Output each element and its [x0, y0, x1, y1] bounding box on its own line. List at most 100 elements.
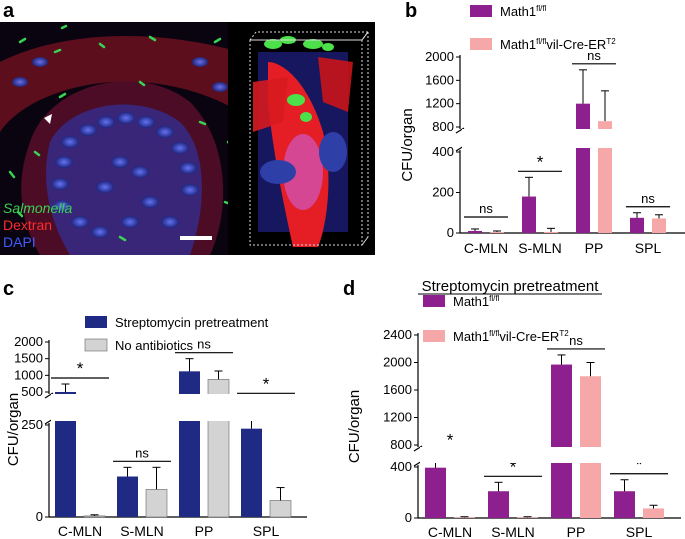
- significance-label: *: [447, 430, 454, 449]
- panel-letter-d: d: [343, 278, 356, 300]
- microscopy-render-right: [228, 22, 375, 255]
- microscopy-render-left: [0, 22, 240, 255]
- bar: [83, 515, 106, 518]
- legend-label: Math1fl/flvil-Cre-ERT2: [453, 329, 569, 344]
- bar: [117, 476, 138, 517]
- axis-break-mark-upper: [455, 127, 465, 134]
- y-tick-label: 800: [432, 119, 454, 134]
- y-tick-label: 1600: [383, 382, 412, 397]
- panel-letter-b: b: [405, 0, 418, 22]
- bar: [145, 489, 168, 518]
- axis-break-gap: [462, 129, 685, 148]
- legend-swatch: [423, 295, 445, 307]
- legend-label: Streptomycin pretreatment: [115, 315, 269, 330]
- bar: [598, 121, 612, 233]
- bar: [551, 364, 572, 518]
- legend-swatch: [84, 338, 108, 352]
- y-tick-label: 1600: [425, 72, 454, 87]
- legend-label: Math1fl/fl: [500, 4, 547, 19]
- panel-letter-a: a: [3, 0, 15, 22]
- x-tick-label: PP: [585, 240, 604, 256]
- significance-label: ns: [587, 48, 601, 63]
- legend-swatch: [470, 5, 492, 17]
- y-tick-label: 2000: [425, 49, 454, 64]
- y-tick-label: 0: [405, 510, 412, 525]
- bar: [652, 218, 666, 233]
- y-tick-label: 1000: [14, 367, 43, 382]
- y-tick-label: 2000: [383, 355, 412, 370]
- legend-swatch: [423, 330, 445, 342]
- y-tick-label: 250: [21, 417, 43, 432]
- significance-label: ns: [135, 445, 149, 460]
- y-tick-label: 0: [36, 509, 43, 524]
- legend-salmonella: Salmonella: [3, 200, 73, 216]
- y-tick-label: 400: [390, 459, 412, 474]
- bar: [544, 231, 558, 233]
- y-tick-label: 2000: [14, 334, 43, 349]
- microscopy-image-left: Salmonella Dextran DAPI: [0, 22, 240, 255]
- bar: [488, 491, 509, 518]
- chart-d: 0 400 800 1200 1600 2000 2400 CFU/organ C-MLN * S-…: [346, 280, 683, 539]
- y-tick-label: 1200: [425, 96, 454, 111]
- x-tick-label: S-MLN: [120, 523, 164, 539]
- bar: [55, 392, 76, 517]
- x-tick-label: PP: [195, 523, 214, 539]
- legend-label: Math1fl/flvil-Cre-ERT2: [500, 37, 616, 52]
- y-tick-label: 500: [21, 384, 43, 399]
- bar: [241, 428, 262, 517]
- significance-label: ns: [479, 201, 493, 216]
- x-tick-label: SPL: [635, 240, 662, 256]
- microscopy-image-right: [228, 22, 375, 255]
- panel-letter-c: c: [3, 278, 15, 300]
- bar: [630, 217, 644, 233]
- x-tick-label: SPL: [626, 524, 653, 539]
- bar: [468, 230, 482, 233]
- bar: [576, 103, 590, 234]
- y-tick-label: 2400: [383, 327, 412, 342]
- significance-label: ns: [569, 333, 583, 348]
- axis-break-gap: [51, 394, 309, 421]
- legend-label: Math1fl/fl: [453, 294, 500, 309]
- bar: [269, 500, 292, 518]
- legend-dapi: DAPI: [3, 234, 36, 250]
- chart-b: 0 200 400 800 1200 1600 2000 CFU/organ C-MLN ns S-…: [399, 4, 685, 256]
- bar: [522, 196, 536, 233]
- bar: [454, 517, 475, 518]
- y-tick-label: 1200: [383, 410, 412, 425]
- y-tick-label: 800: [390, 437, 412, 452]
- x-tick-label: C-MLN: [428, 524, 472, 539]
- x-tick-label: PP: [567, 524, 586, 539]
- significance-label: ns: [197, 337, 211, 352]
- bar: [517, 517, 538, 518]
- bar: [643, 508, 664, 518]
- x-tick-label: S-MLN: [491, 524, 535, 539]
- y-axis-label: CFU/organ: [399, 108, 416, 181]
- significance-label: ns: [641, 191, 655, 206]
- bar: [179, 371, 200, 517]
- x-tick-label: SPL: [253, 523, 280, 539]
- legend-dextran: Dextran: [3, 217, 53, 233]
- x-tick-label: C-MLN: [464, 240, 508, 256]
- y-tick-label: 0: [447, 225, 454, 240]
- y-axis-label: CFU/organ: [346, 390, 363, 463]
- x-tick-label: C-MLN: [58, 523, 102, 539]
- axis-break-mark-upper: [44, 392, 54, 399]
- legend-label: No antibiotics: [115, 338, 194, 353]
- y-tick-label: 200: [432, 185, 454, 200]
- legend-swatch: [85, 316, 107, 328]
- significance-label: *: [263, 374, 270, 393]
- y-axis-label: CFU/organ: [5, 393, 22, 466]
- axis-break-gap: [420, 447, 683, 463]
- significance-label: *: [77, 359, 84, 378]
- significance-label: *: [636, 455, 643, 474]
- y-tick-label: 400: [432, 144, 454, 159]
- microscopy-legend: Salmonella Dextran DAPI: [3, 200, 72, 251]
- bar: [614, 491, 635, 518]
- significance-label: *: [510, 457, 517, 476]
- bar: [490, 231, 504, 233]
- legend-swatch: [470, 38, 492, 50]
- y-tick-label: 1500: [14, 351, 43, 366]
- x-tick-label: S-MLN: [518, 240, 562, 256]
- axis-break-mark-upper: [413, 445, 423, 452]
